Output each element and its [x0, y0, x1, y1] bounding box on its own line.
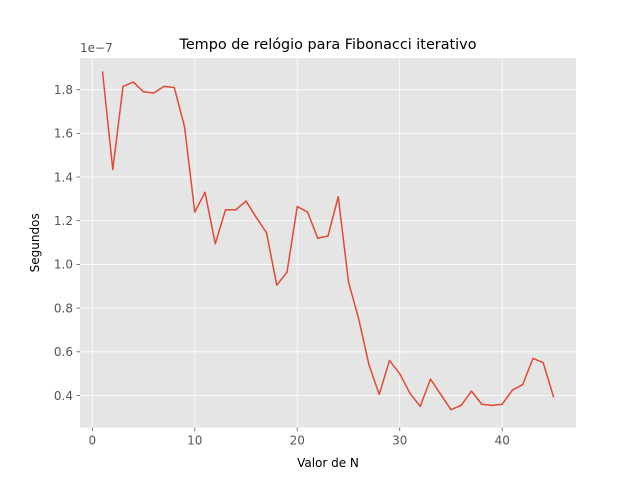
- data-point: [327, 235, 329, 237]
- data-point: [194, 211, 196, 213]
- y-tick-label: 1.8: [54, 83, 73, 97]
- data-point: [439, 393, 442, 396]
- data-point: [521, 383, 524, 386]
- y-tick-label: 1.6: [54, 127, 73, 141]
- plot-background: [80, 58, 576, 428]
- data-point: [142, 91, 145, 93]
- data-point: [388, 359, 391, 362]
- data-point: [132, 81, 135, 83]
- y-tick-label: 1.4: [54, 170, 73, 184]
- data-point: [306, 211, 309, 213]
- data-point: [491, 404, 493, 407]
- y-tick-label: 0.6: [54, 345, 73, 359]
- data-point: [347, 281, 350, 283]
- data-point: [398, 372, 401, 375]
- data-point: [101, 71, 104, 73]
- data-point: [552, 395, 555, 398]
- y-tick-label: 1.2: [54, 214, 73, 228]
- data-point: [204, 191, 206, 194]
- data-point: [112, 168, 114, 171]
- data-point: [480, 403, 483, 405]
- data-point: [368, 364, 370, 366]
- data-point: [460, 404, 462, 407]
- data-point: [470, 390, 473, 392]
- data-point: [224, 209, 227, 211]
- data-point: [337, 195, 339, 198]
- x-tick-label: 10: [187, 434, 202, 448]
- data-point: [122, 85, 124, 88]
- y-tick-label: 1.0: [54, 258, 73, 272]
- data-point: [450, 408, 452, 411]
- data-point: [317, 237, 319, 239]
- y-offset-label: 1e−7: [80, 41, 113, 55]
- data-point: [235, 209, 237, 211]
- data-point: [153, 92, 155, 94]
- data-point: [532, 357, 534, 360]
- y-axis-label: Segundos: [28, 213, 42, 272]
- y-tick-label: 0.4: [54, 389, 73, 403]
- data-point: [286, 271, 288, 273]
- x-tick-label: 0: [88, 434, 96, 448]
- data-point: [501, 403, 503, 405]
- data-point: [276, 284, 278, 286]
- data-point: [378, 393, 380, 396]
- x-axis-ticks: 0 10 20 30 40: [88, 427, 510, 448]
- y-axis-ticks: 0.4 0.6 0.8 1.0 1.2 1.4 1.6 1.8: [54, 83, 80, 403]
- data-point: [173, 86, 176, 89]
- x-tick-label: 30: [392, 434, 407, 448]
- data-point: [409, 392, 411, 395]
- y-tick-label: 0.8: [54, 301, 73, 315]
- x-axis-label: Valor de N: [297, 456, 359, 470]
- data-point: [163, 85, 165, 88]
- data-point: [511, 389, 514, 391]
- data-point: [542, 361, 544, 364]
- data-point: [419, 405, 421, 408]
- chart-title: Tempo de relógio para Fibonacci iterativ…: [178, 37, 476, 53]
- data-point: [214, 242, 217, 245]
- data-point: [429, 378, 432, 380]
- grid: [80, 58, 576, 428]
- data-point: [265, 232, 268, 234]
- data-point: [296, 205, 299, 208]
- data-point: [357, 318, 360, 320]
- x-tick-label: 20: [290, 434, 305, 448]
- x-tick-label: 40: [495, 434, 510, 448]
- data-point: [255, 216, 258, 219]
- series-group: [101, 71, 555, 411]
- data-point: [245, 200, 247, 202]
- data-point: [183, 126, 186, 128]
